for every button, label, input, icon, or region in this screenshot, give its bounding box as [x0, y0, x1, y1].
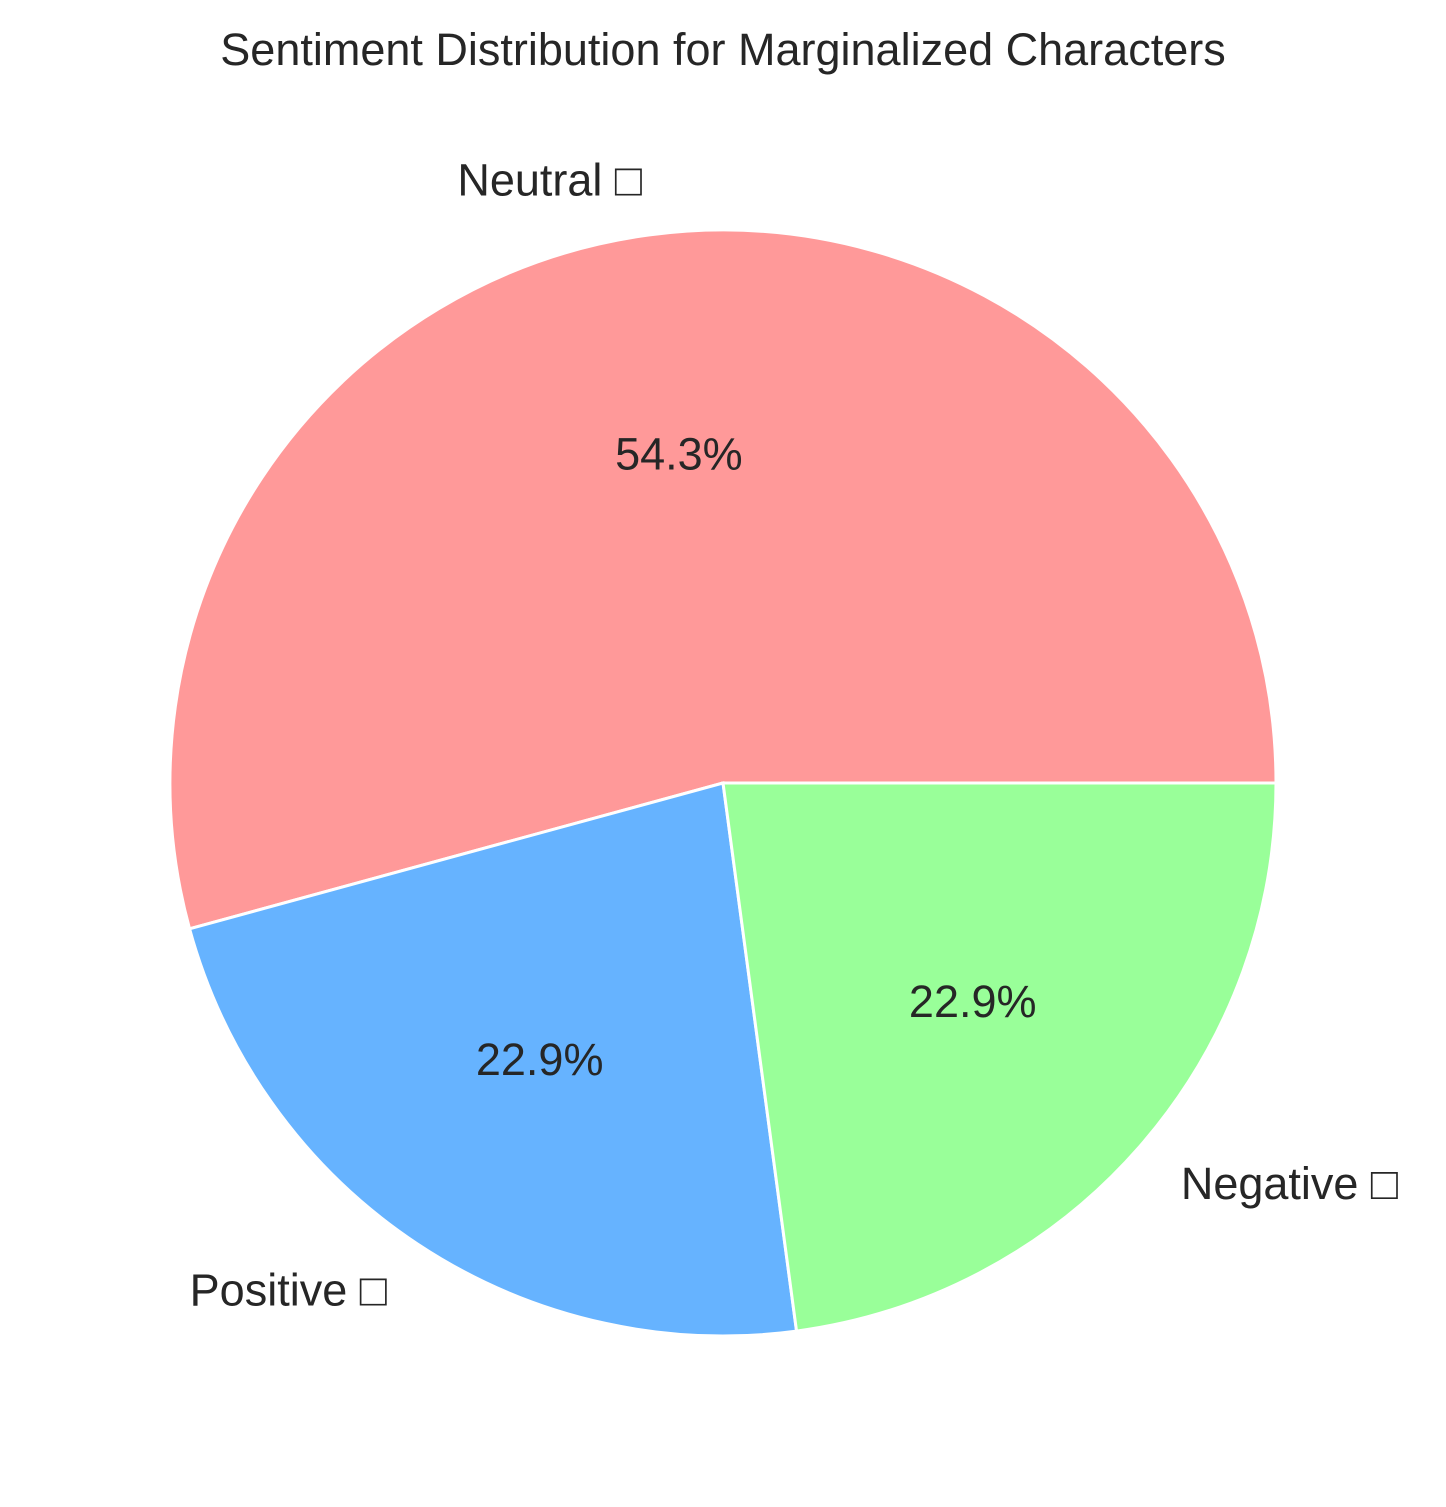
pie-slice-neutral: [168, 228, 1278, 931]
pct-label-positive: 22.9%: [476, 1034, 604, 1085]
category-label-neutral: Neutral □: [457, 155, 642, 206]
pct-label-negative: 22.9%: [909, 976, 1037, 1027]
category-label-positive: Positive □: [190, 1265, 387, 1316]
pie-slice-positive: [187, 781, 799, 1338]
pct-label-neutral: 54.3%: [615, 429, 743, 480]
pie-slices: [168, 228, 1278, 1338]
pie-labels: 54.3% Neutral □ 22.9% Positive □ 22.9% Negati…: [190, 155, 1398, 1316]
category-label-negative: Negative □: [1181, 1158, 1398, 1209]
chart-title: Sentiment Distribution for Marginalized …: [220, 24, 1226, 75]
pie-slice-negative: [721, 781, 1278, 1333]
